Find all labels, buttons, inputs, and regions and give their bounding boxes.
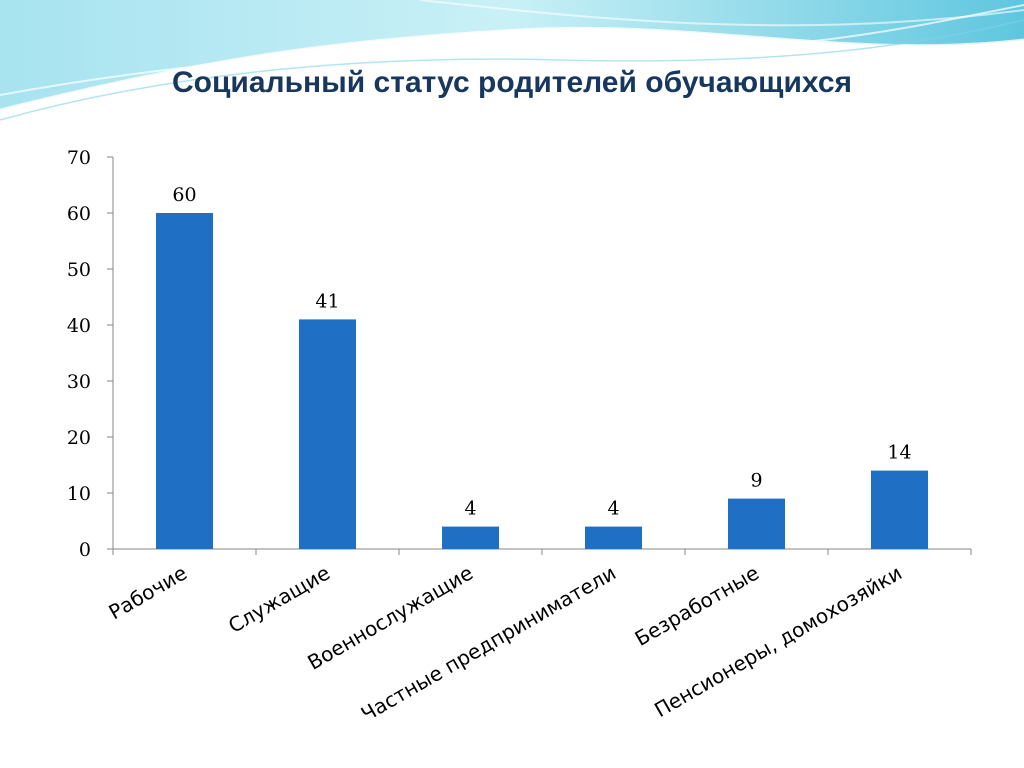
bar-6 bbox=[871, 470, 928, 549]
bar-3 bbox=[442, 526, 499, 549]
bar-1 bbox=[156, 213, 213, 549]
bar-2 bbox=[299, 319, 356, 549]
y-tick-label: 40 bbox=[67, 315, 91, 337]
data-label: 60 bbox=[172, 184, 196, 206]
bar-4 bbox=[585, 526, 642, 549]
y-tick-label: 20 bbox=[67, 427, 91, 449]
data-label: 41 bbox=[315, 290, 339, 312]
y-tick-label: 30 bbox=[67, 371, 91, 393]
page-title: Социальный статус родителей обучающихся bbox=[171, 66, 853, 99]
bar-5 bbox=[728, 498, 785, 549]
y-tick-label: 50 bbox=[67, 259, 91, 281]
data-label: 9 bbox=[750, 470, 762, 492]
category-label: Пенсионеры, домохозяйки bbox=[650, 561, 906, 723]
y-tick-label: 10 bbox=[67, 483, 91, 505]
category-label: Частные предприниматели bbox=[357, 561, 620, 727]
y-tick-label: 70 bbox=[67, 147, 91, 169]
category-label: Рабочие bbox=[105, 561, 191, 625]
category-label: Безработные bbox=[631, 561, 763, 651]
data-label: 4 bbox=[464, 498, 476, 520]
data-label: 14 bbox=[887, 442, 911, 464]
category-label: Служащие bbox=[224, 561, 334, 638]
y-tick-label: 60 bbox=[67, 203, 91, 225]
y-tick-label: 0 bbox=[79, 539, 91, 561]
header-wave-decoration bbox=[0, 0, 1024, 121]
data-label: 4 bbox=[607, 498, 619, 520]
